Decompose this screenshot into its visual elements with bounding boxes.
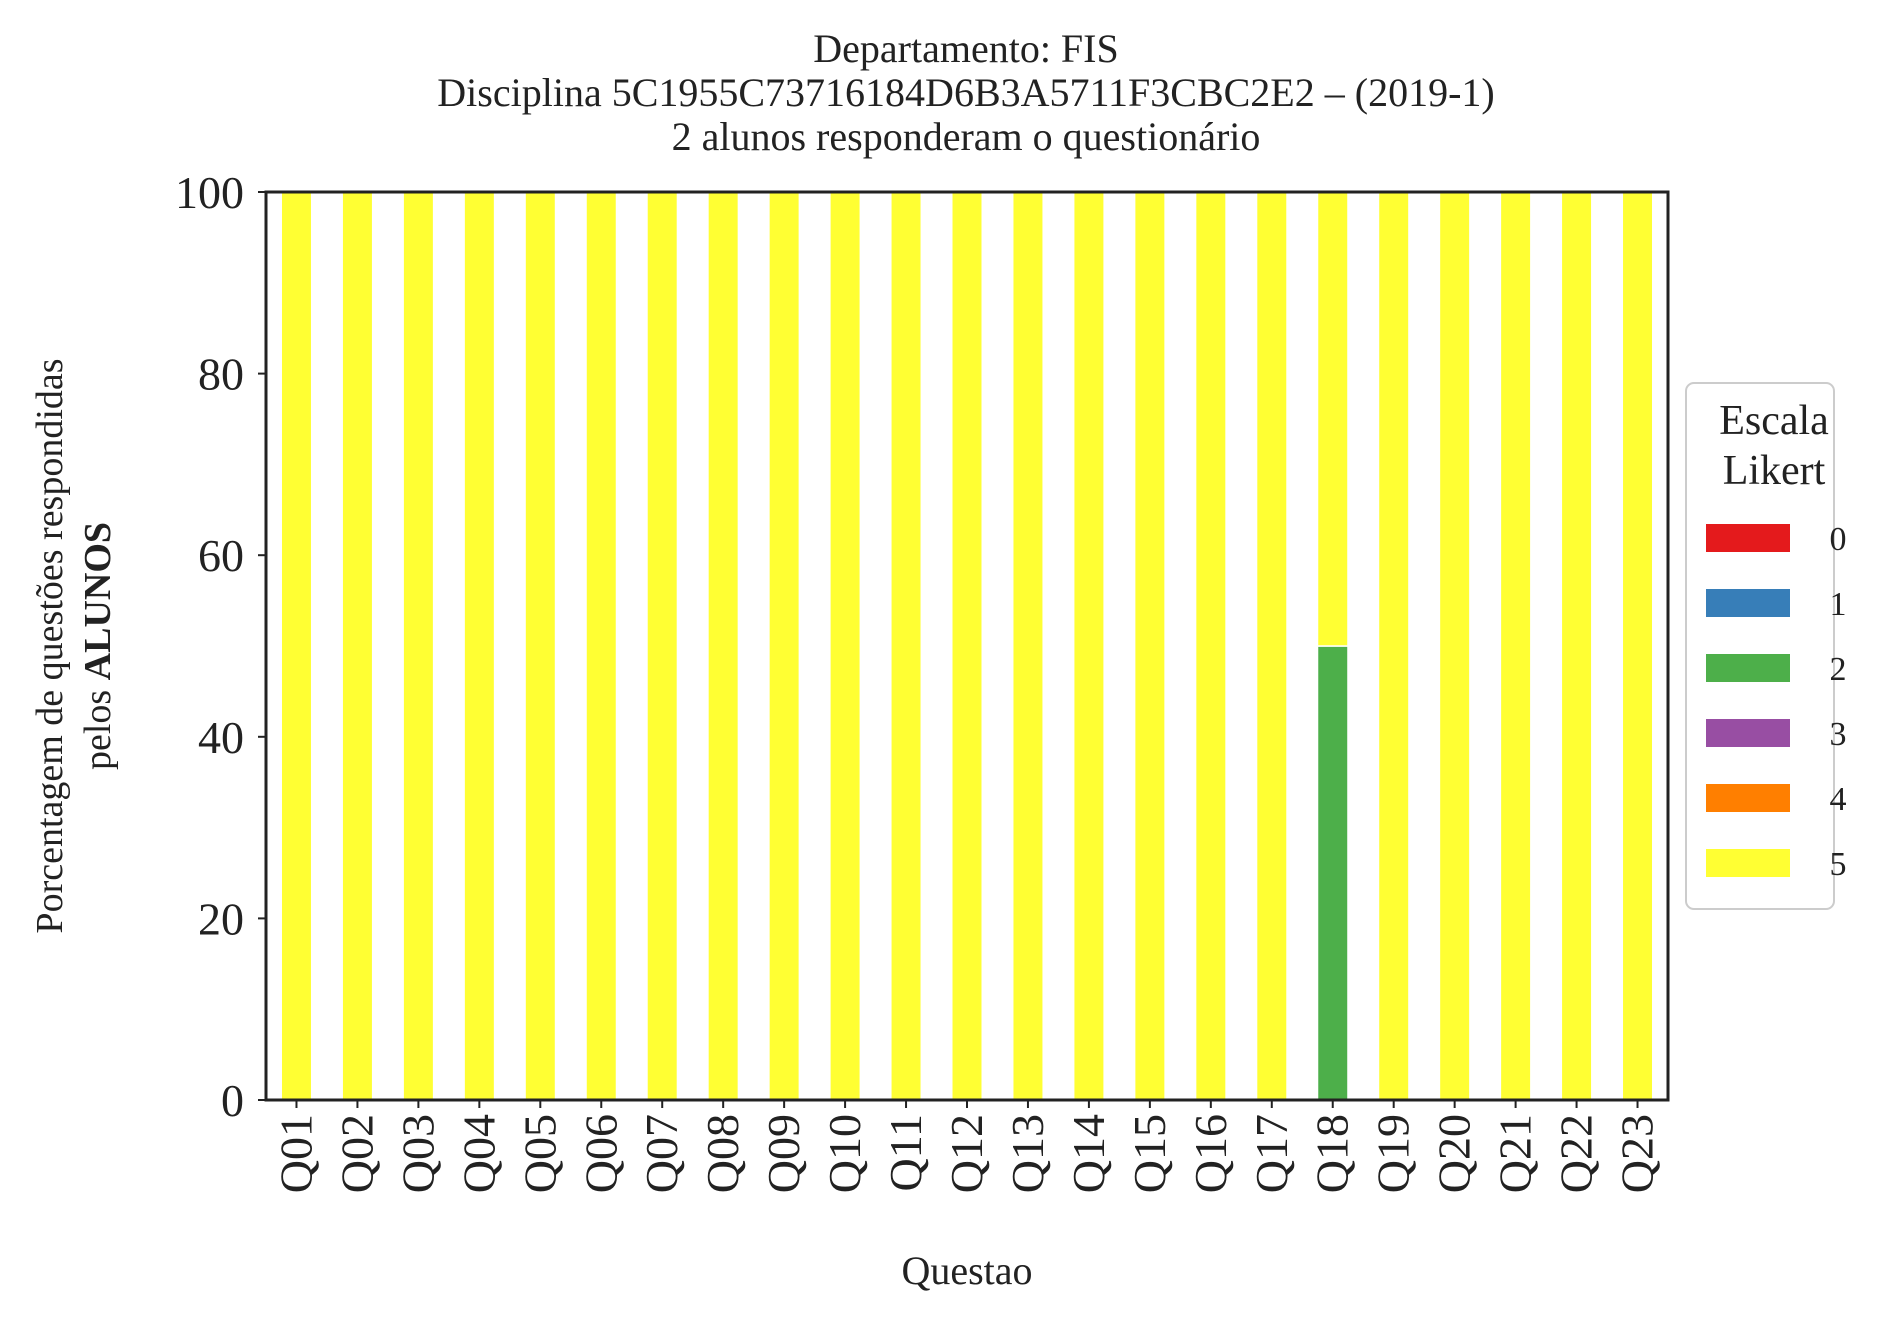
y-axis-label-line2: pelos ALUNOS [77,522,119,770]
x-axis-label: Questao [901,1248,1032,1293]
bar-Q17-level-5 [1255,191,1288,1101]
x-tick-label: Q18 [1307,1114,1358,1193]
bar-Q22-level-5 [1560,191,1593,1101]
legend-label-4: 4 [1830,781,1847,818]
legend-title-line-2: Likert [1723,448,1826,494]
y-tick-label: 60 [198,530,244,581]
legend-label-1: 1 [1830,586,1847,623]
x-tick-label: Q22 [1551,1114,1602,1193]
x-tick-label: Q19 [1368,1114,1419,1193]
y-axis-label-line1: Porcentagem de questões respondidas [29,358,71,933]
bars [280,191,1654,1101]
bar-Q18-level-2 [1316,645,1349,1101]
x-tick-label: Q10 [819,1114,870,1193]
bar-Q21-level-5 [1499,191,1532,1101]
x-tick-label: Q01 [270,1114,321,1193]
y-tick-label: 0 [221,1075,244,1126]
legend-swatch-0 [1706,524,1790,552]
title-line-1: Departamento: FIS [813,26,1119,71]
legend-swatch-4 [1706,784,1790,812]
x-axis-ticks: Q01 Q02 Q03 Q04 Q05 Q06 Q07 Q08 Q09 Q10 Q11 Q12 Q13 Q… [270,1100,1663,1193]
legend-title-line-1: Escala [1719,398,1829,444]
legend-items: 0 1 2 3 4 5 [1706,521,1847,883]
bar-Q06-level-5 [585,191,618,1101]
legend-label-0: 0 [1830,521,1847,558]
bar-Q08-level-5 [707,191,740,1101]
x-tick-label: Q14 [1063,1114,1114,1193]
x-tick-label: Q07 [636,1114,687,1193]
legend-label-3: 3 [1830,716,1847,753]
bar-Q13-level-5 [1011,191,1044,1101]
legend-swatch-2 [1706,654,1790,682]
x-tick-label: Q08 [697,1114,748,1193]
y-axis-label-prefix: pelos [77,680,119,770]
bar-Q05-level-5 [524,191,557,1101]
x-tick-label: Q20 [1429,1114,1480,1193]
y-tick-label: 20 [198,893,244,944]
x-tick-label: Q06 [575,1114,626,1193]
x-tick-label: Q11 [880,1114,931,1192]
x-tick-label: Q16 [1185,1114,1236,1193]
legend-label-5: 5 [1830,846,1847,883]
bar-Q07-level-5 [646,191,679,1101]
x-tick-label: Q21 [1490,1114,1541,1193]
title-line-3: 2 alunos responderam o questionário [672,114,1261,159]
y-tick-label: 80 [198,349,244,400]
bar-Q19-level-5 [1377,191,1410,1101]
bar-Q04-level-5 [463,191,496,1101]
bar-Q23-level-5 [1621,191,1654,1101]
bar-Q02-level-5 [341,191,374,1101]
bar-Q01-level-5 [280,191,313,1101]
legend-swatch-5 [1706,849,1790,877]
x-tick-label: Q02 [331,1114,382,1193]
x-tick-label: Q23 [1612,1114,1663,1193]
bar-Q18-level-5 [1316,191,1349,647]
y-tick-label: 40 [198,712,244,763]
x-tick-label: Q09 [758,1114,809,1193]
bar-Q11-level-5 [890,191,923,1101]
legend-box [1685,382,1835,910]
bar-Q03-level-5 [402,191,435,1101]
y-axis-ticks: 0 20 40 60 80 100 [175,167,266,1126]
x-tick-label: Q04 [453,1114,504,1193]
x-tick-label: Q03 [392,1114,443,1193]
bar-Q12-level-5 [951,191,983,1101]
x-tick-label: Q13 [1002,1114,1053,1193]
y-tick-label: 100 [175,167,244,218]
legend-swatch-3 [1706,719,1790,747]
x-tick-label: Q05 [514,1114,565,1193]
bar-Q14-level-5 [1072,191,1105,1101]
legend-label-2: 2 [1830,651,1847,688]
y-axis-label: Porcentagem de questões respondidas pelo… [29,358,119,933]
bar-Q10-level-5 [829,191,862,1101]
y-axis-label-bold: ALUNOS [77,522,119,680]
bar-Q09-level-5 [768,191,801,1101]
x-tick-label: Q17 [1246,1114,1297,1193]
x-tick-label: Q12 [941,1114,992,1193]
bar-Q16-level-5 [1194,191,1227,1101]
bar-Q20-level-5 [1438,191,1471,1101]
title-line-2: Disciplina 5C1955C73716184D6B3A5711F3CBC… [437,70,1494,115]
bar-Q15-level-5 [1133,191,1166,1101]
x-tick-label: Q15 [1124,1114,1175,1193]
legend-swatch-1 [1706,589,1790,617]
